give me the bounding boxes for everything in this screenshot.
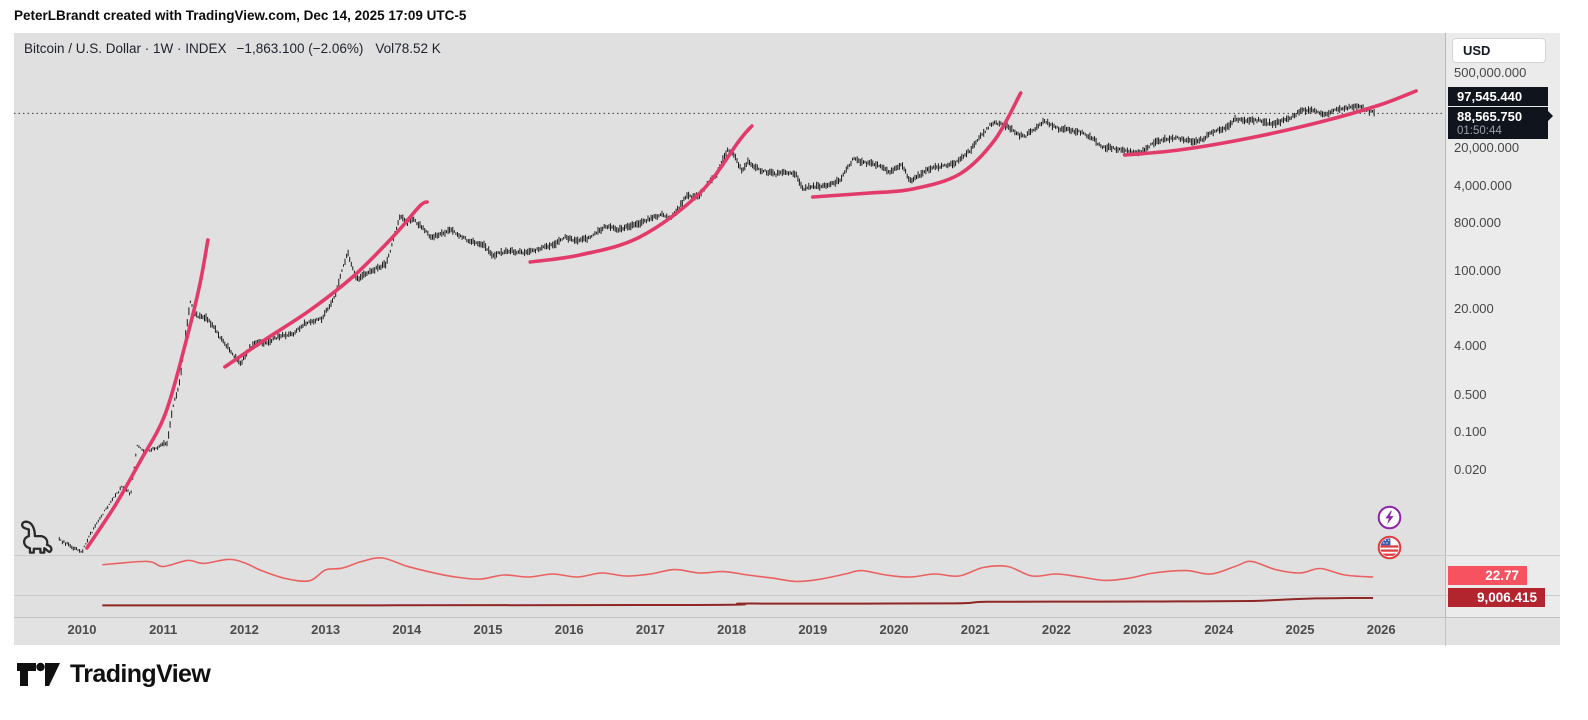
tradingview-logo-mark (17, 662, 60, 686)
year-label: 2019 (798, 622, 828, 637)
indicator-badge-1: 22.77 (1448, 566, 1527, 585)
year-label: 2016 (554, 622, 584, 637)
parabola-annotation[interactable] (1122, 89, 1418, 157)
year-label: 2023 (1123, 622, 1153, 637)
price-tick: 20,000.000 (1454, 140, 1520, 155)
parabola-annotation[interactable] (528, 124, 754, 264)
year-label: 2010 (67, 622, 97, 637)
parabola-annotation[interactable] (811, 91, 1023, 199)
year-label: 2026 (1366, 622, 1396, 637)
parabola-annotation[interactable] (85, 238, 210, 550)
year-label: 2011 (149, 622, 178, 637)
year-label: 2025 (1285, 622, 1315, 637)
study-price-label: 97,545.440 (1448, 87, 1548, 106)
year-label: 2018 (717, 622, 747, 637)
price-tick: 0.500 (1454, 386, 1487, 402)
price-tick: 20.000 (1454, 300, 1494, 316)
indicator-badge-2: 9,006.415 (1448, 588, 1545, 607)
usd-currency-button[interactable]: USD (1452, 38, 1546, 63)
year-label: 2015 (473, 622, 503, 637)
current-price-label: 88,565.750 01:50:44 (1448, 107, 1548, 139)
time-axis[interactable] (14, 617, 1560, 646)
tradingview-logo-text: TradingView (70, 660, 211, 688)
symbol-title: Bitcoin / U.S. Dollar · 1W · INDEX (24, 41, 227, 56)
year-label: 2012 (229, 622, 259, 637)
price-series (58, 103, 1375, 553)
year-label: 2020 (879, 622, 909, 637)
bar-countdown: 01:50:44 (1457, 125, 1502, 137)
legend: Bitcoin / U.S. Dollar · 1W · INDEX −1,863… (24, 41, 441, 56)
current-price-value: 88,565.750 (1457, 109, 1523, 124)
lightning-icon[interactable] (1376, 504, 1403, 531)
year-label: 2024 (1204, 622, 1234, 637)
dinosaur-icon (16, 513, 56, 557)
indicator-2-line (102, 596, 1374, 607)
axis-corner-divider (1445, 618, 1446, 646)
tradingview-logo[interactable]: TradingView (15, 660, 211, 689)
us-flag-icon[interactable] (1376, 534, 1403, 561)
indicator-1-line (102, 557, 1374, 583)
chart-widget: Bitcoin / U.S. Dollar · 1W · INDEX −1,863… (14, 33, 1560, 646)
volume-value: 78.52 K (394, 41, 441, 56)
volume-label: Vol (375, 41, 395, 56)
header-attribution: PeterLBrandt created with TradingView.co… (14, 8, 467, 23)
price-tick: 100.000 (1454, 263, 1501, 279)
price-tick: 4,000.000 (1454, 177, 1512, 193)
price-tick: 800.000 (1454, 215, 1501, 230)
parabola-annotation[interactable] (223, 200, 429, 369)
year-label: 2022 (1041, 622, 1071, 637)
price-tick: 0.020 (1454, 461, 1487, 477)
volume: Vol78.52 K (375, 41, 440, 56)
chart-canvas[interactable] (14, 33, 1560, 645)
year-label: 2013 (311, 622, 341, 637)
price-tick: 4.000 (1454, 338, 1487, 354)
price-label-pointer (1548, 111, 1558, 121)
year-label: 2021 (960, 622, 990, 637)
year-label: 2014 (392, 622, 422, 637)
price-tick: 500,000.000 (1454, 65, 1527, 80)
year-label: 2017 (635, 622, 665, 637)
price-change: −1,863.100 (−2.06%) (236, 41, 364, 56)
price-tick: 0.100 (1454, 424, 1487, 440)
